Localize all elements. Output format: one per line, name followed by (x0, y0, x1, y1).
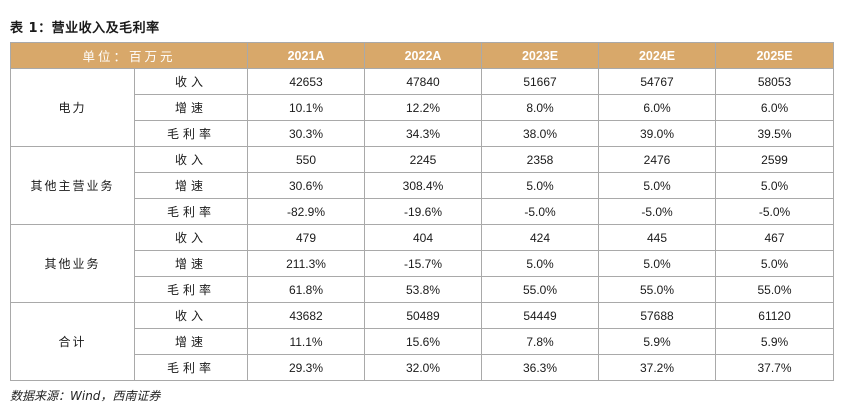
metric-label-cell: 毛利率 (133, 276, 249, 303)
value-cell: 12.2% (364, 94, 483, 121)
value-cell: 2476 (598, 146, 717, 173)
year-header: 2025E (715, 42, 835, 69)
value-cell: 10.1% (247, 94, 366, 121)
value-cell: 39.5% (715, 120, 835, 147)
revenue-margin-table: 单位：百万元 2021A 2022A 2023E 2024E 2025E 电力收… (9, 42, 835, 381)
value-cell: 30.3% (247, 120, 366, 147)
table-row: 增速 10.1% 12.2% 8.0% 6.0% 6.0% (11, 94, 835, 121)
value-cell: 43682 (247, 302, 366, 329)
table-row: 其他业务 收入 479 404 424 445 467 (10, 224, 835, 303)
table-row: 增速 30.6% 308.4% 5.0% 5.0% 5.0% (11, 172, 835, 199)
value-cell: 57688 (598, 302, 717, 329)
value-cell: 11.1% (247, 328, 366, 355)
value-cell: 5.0% (715, 250, 835, 277)
value-cell: 51667 (481, 68, 600, 95)
value-cell: -19.6% (364, 198, 483, 225)
value-cell: -5.0% (598, 198, 717, 225)
metric-label-cell: 增速 (133, 328, 249, 355)
segment-name-cell: 合计 (10, 302, 135, 381)
segment-name-cell: 电力 (10, 68, 135, 147)
value-cell: 211.3% (247, 250, 366, 277)
metric-label-cell: 毛利率 (133, 120, 249, 147)
year-header: 2021A (247, 42, 366, 69)
value-cell: 39.0% (598, 120, 717, 147)
value-cell: -5.0% (715, 198, 835, 225)
value-cell: 34.3% (364, 120, 483, 147)
metric-label-cell: 增速 (133, 172, 249, 199)
value-cell: -15.7% (364, 250, 483, 277)
year-header: 2022A (364, 42, 483, 69)
data-source-note: 数据来源：Wind，西南证券 (10, 389, 161, 403)
value-cell: 58053 (715, 68, 835, 95)
header-row: 单位：百万元 2021A 2022A 2023E 2024E 2025E (9, 42, 835, 69)
metric-label-cell: 收入 (133, 302, 249, 329)
value-cell: 54767 (598, 68, 717, 95)
value-cell: 37.2% (598, 354, 717, 381)
metric-label-cell: 增速 (133, 94, 249, 121)
value-cell: 2245 (364, 146, 483, 173)
value-cell: 38.0% (481, 120, 600, 147)
value-cell: 50489 (364, 302, 483, 329)
value-cell: 36.3% (481, 354, 600, 381)
value-cell: 445 (598, 224, 717, 251)
value-cell: 53.8% (364, 276, 483, 303)
metric-label-cell: 收入 (133, 68, 249, 95)
table-row: 毛利率 30.3% 34.3% 38.0% 39.0% 39.5% (11, 120, 835, 147)
value-cell: 61120 (715, 302, 835, 329)
value-cell: 37.7% (715, 354, 835, 381)
value-cell: 5.0% (598, 250, 717, 277)
value-cell: 8.0% (481, 94, 600, 121)
value-cell: 550 (247, 146, 366, 173)
value-cell: 29.3% (247, 354, 366, 381)
table-row: 增速 211.3% -15.7% 5.0% 5.0% 5.0% (11, 250, 835, 277)
value-cell: 6.0% (598, 94, 717, 121)
value-cell: 30.6% (247, 172, 366, 199)
value-cell: 5.0% (481, 250, 600, 277)
table-row: 电力 收入 42653 47840 51667 54767 58053 (10, 68, 835, 147)
value-cell: 15.6% (364, 328, 483, 355)
unit-header: 单位：百万元 (9, 42, 249, 69)
year-header: 2023E (481, 42, 600, 69)
value-cell: 5.0% (598, 172, 717, 199)
value-cell: 32.0% (364, 354, 483, 381)
table-row: 毛利率 -82.9% -19.6% -5.0% -5.0% -5.0% (11, 198, 835, 225)
value-cell: 424 (481, 224, 600, 251)
value-cell: 2599 (715, 146, 835, 173)
table-row: 毛利率 61.8% 53.8% 55.0% 55.0% 55.0% (11, 276, 835, 303)
value-cell: 7.8% (481, 328, 600, 355)
value-cell: 55.0% (598, 276, 717, 303)
value-cell: 55.0% (481, 276, 600, 303)
table-body: 电力 收入 42653 47840 51667 54767 58053 增速 10.1% 12.2… (10, 68, 835, 381)
table-row: 增速 11.1% 15.6% 7.8% 5.9% 5.9% (11, 328, 835, 355)
value-cell: 54449 (481, 302, 600, 329)
value-cell: 5.0% (715, 172, 835, 199)
value-cell: 467 (715, 224, 835, 251)
value-cell: -5.0% (481, 198, 600, 225)
metric-label-cell: 增速 (133, 250, 249, 277)
metric-label-cell: 毛利率 (133, 198, 249, 225)
value-cell: 5.9% (715, 328, 835, 355)
value-cell: 47840 (364, 68, 483, 95)
value-cell: 308.4% (364, 172, 483, 199)
value-cell: 5.9% (598, 328, 717, 355)
value-cell: 404 (364, 224, 483, 251)
value-cell: 42653 (247, 68, 366, 95)
segment-name-cell: 其他主营业务 (10, 146, 135, 225)
value-cell: 61.8% (247, 276, 366, 303)
metric-label-cell: 收入 (133, 146, 249, 173)
table-row: 其他主营业务 收入 550 2245 2358 2476 2599 (10, 146, 835, 225)
value-cell: -82.9% (247, 198, 366, 225)
segment-name-cell: 其他业务 (10, 224, 135, 303)
metric-label-cell: 毛利率 (133, 354, 249, 381)
value-cell: 2358 (481, 146, 600, 173)
metric-label-cell: 收入 (133, 224, 249, 251)
year-header: 2024E (598, 42, 717, 69)
value-cell: 55.0% (715, 276, 835, 303)
table-caption: 表 1：营业收入及毛利率 (10, 21, 160, 36)
value-cell: 479 (247, 224, 366, 251)
table-row: 合计 收入 43682 50489 54449 57688 61120 (10, 302, 835, 381)
value-cell: 5.0% (481, 172, 600, 199)
table-row: 毛利率 29.3% 32.0% 36.3% 37.2% 37.7% (11, 354, 835, 381)
value-cell: 6.0% (715, 94, 835, 121)
